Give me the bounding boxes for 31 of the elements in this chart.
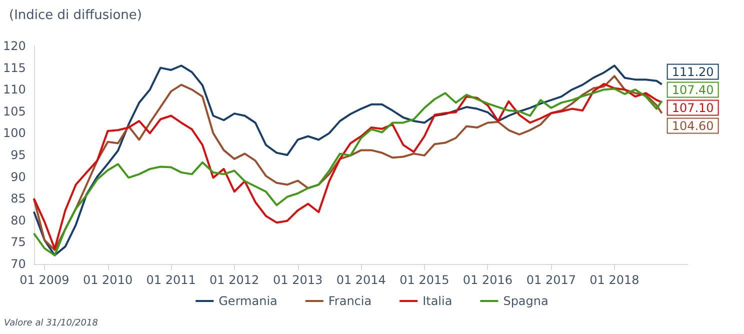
- legend-label: Spagna: [503, 294, 548, 308]
- x-tick-label: 01 2018: [590, 273, 640, 287]
- chart-title: (Indice di diffusione): [9, 8, 142, 23]
- x-tick-label: 01 2015: [400, 273, 450, 287]
- y-tick-label: 75: [10, 235, 26, 250]
- legend-label: Italia: [422, 294, 452, 308]
- x-tick-label: 01 2012: [210, 273, 260, 287]
- data-label: 107.40: [672, 82, 714, 97]
- legend-label: Francia: [328, 294, 372, 308]
- y-tick-label: 100: [3, 126, 26, 140]
- x-tick-label: 01 2013: [273, 273, 323, 287]
- x-tick-label: 01 2009: [20, 273, 70, 287]
- x-tick-label: 01 2014: [336, 273, 386, 287]
- y-tick-label: 90: [10, 170, 26, 184]
- data-label: 107.10: [672, 100, 714, 115]
- x-tick-label: 01 2016: [462, 273, 513, 287]
- x-tick-label: 01 2011: [146, 273, 196, 287]
- y-tick-label: 120: [3, 39, 26, 53]
- legend-label: Germania: [218, 294, 278, 308]
- x-tick-label: 01 2010: [82, 273, 133, 287]
- y-tick-label: 105: [3, 104, 26, 118]
- y-tick-label: 110: [3, 82, 26, 97]
- x-tick-label: 01 2017: [526, 273, 576, 287]
- y-tick-label: 80: [10, 213, 26, 228]
- text: Valore al 31/10/2018: [4, 318, 98, 328]
- y-tick-label: 85: [10, 192, 26, 206]
- data-label: 111.20: [672, 64, 714, 79]
- y-tick-label: 95: [10, 148, 26, 162]
- data-label: 104.60: [672, 118, 714, 133]
- y-tick-label: 115: [3, 60, 26, 75]
- y-tick-label: 70: [10, 257, 26, 271]
